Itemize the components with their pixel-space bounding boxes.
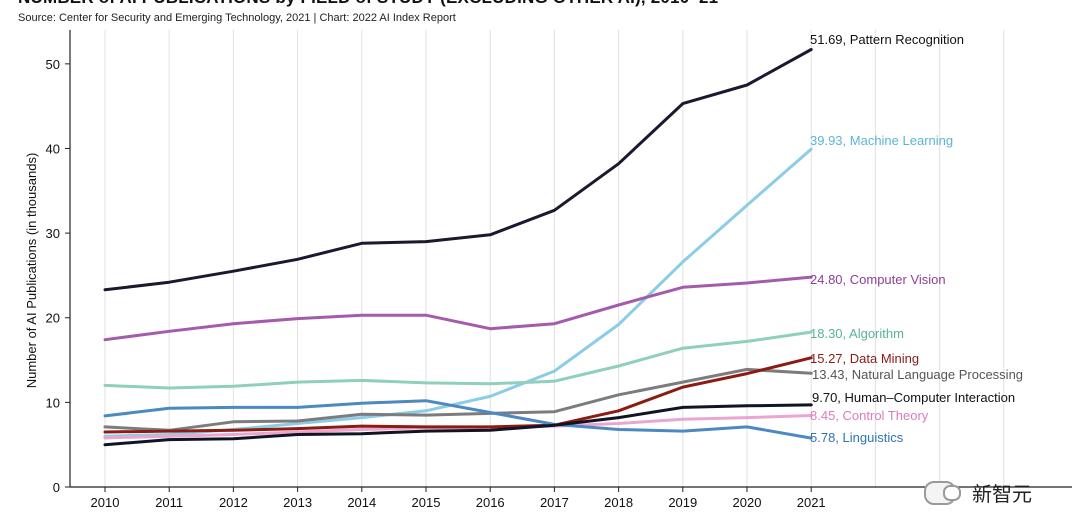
series-label-linguistics: 5.78, Linguistics	[810, 430, 904, 445]
y-tick-label: 30	[46, 226, 60, 241]
y-tick-label: 0	[53, 480, 60, 495]
x-tick-label: 2020	[733, 495, 762, 510]
x-tick-label: 2016	[476, 495, 505, 510]
y-tick-label: 20	[46, 311, 60, 326]
series-line-linguistics	[103, 399, 813, 440]
series-label-machine-learning: 39.93, Machine Learning	[810, 133, 953, 148]
y-tick-label: 50	[46, 57, 60, 72]
series-label-pattern-recognition: 51.69, Pattern Recognition	[810, 32, 964, 47]
wechat-logo-icon	[924, 480, 961, 505]
x-tick-label: 2021	[797, 495, 826, 510]
watermark-text: 新智元	[972, 482, 1032, 506]
y-tick-label: 40	[46, 141, 60, 156]
series-line-computer-vision	[103, 275, 813, 342]
series-line-human-computer-interaction	[103, 403, 813, 447]
series-label-computer-vision: 24.80, Computer Vision	[810, 272, 946, 287]
x-tick-label: 2011	[155, 495, 183, 510]
x-tick-label: 2013	[283, 495, 312, 510]
series-line-natural-language-processing	[103, 367, 813, 432]
series-line-data-mining	[103, 356, 813, 434]
series-label-natural-language-processing: 13.43, Natural Language Processing	[812, 367, 1023, 382]
series-label-data-mining: 15.27, Data Mining	[810, 351, 919, 366]
series-label-algorithm: 18.30, Algorithm	[810, 326, 904, 341]
series-label-human-computer-interaction: 9.70, Human–Computer Interaction	[812, 390, 1015, 405]
watermark: 新智元	[924, 478, 1032, 507]
x-tick-label: 2015	[412, 495, 441, 510]
x-tick-label: 2014	[347, 495, 376, 510]
series-line-algorithm	[103, 330, 813, 390]
chart-subtitle: Source: Center for Security and Emerging…	[18, 12, 456, 24]
chart-title: NUMBER of AI PUBLICATIONS by FIELD of ST…	[18, 0, 718, 8]
y-axis-label: Number of AI Publications (in thousands)	[24, 153, 39, 389]
x-tick-label: 2012	[219, 495, 248, 510]
x-tick-label: 2017	[540, 495, 569, 510]
series-line-pattern-recognition	[103, 48, 813, 292]
y-tick-label: 10	[46, 395, 60, 410]
x-tick-label: 2018	[604, 495, 633, 510]
series-line-machine-learning	[103, 147, 813, 438]
x-tick-label: 2019	[668, 495, 697, 510]
series-label-control-theory: 8.45, Control Theory	[810, 408, 929, 423]
x-tick-label: 2010	[91, 495, 120, 510]
